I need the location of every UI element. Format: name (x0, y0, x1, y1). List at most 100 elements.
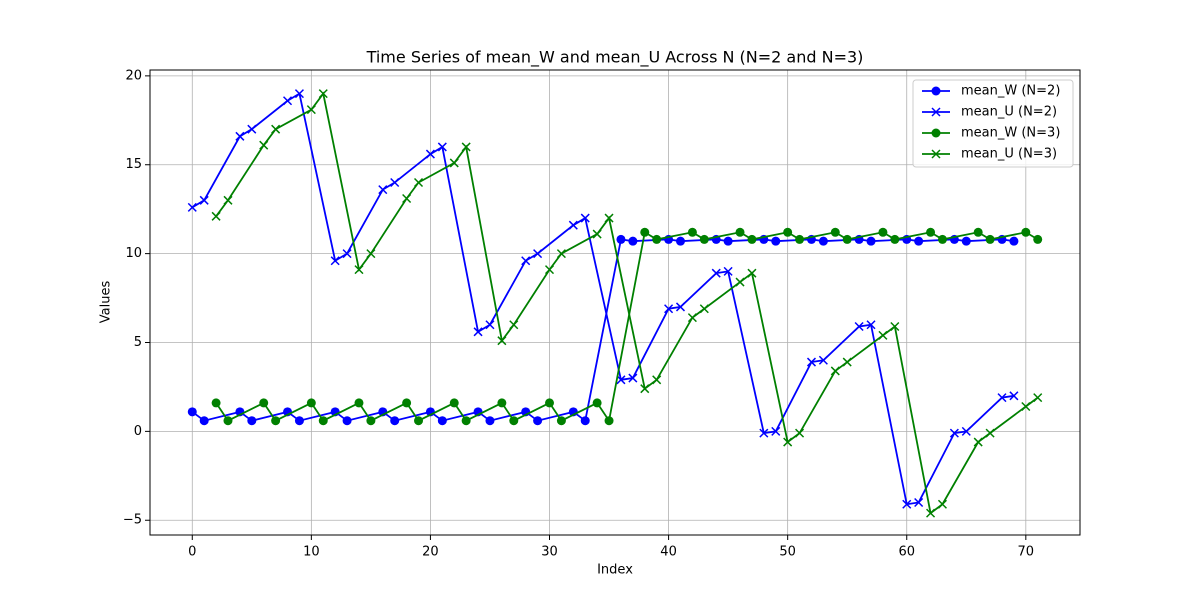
marker (294, 89, 304, 99)
marker (413, 177, 424, 188)
marker (1009, 236, 1019, 246)
x-tick-label: 60 (898, 545, 915, 560)
chart-title: Time Series of mean_W and mean_U Across … (366, 48, 864, 68)
marker (640, 384, 650, 394)
marker (747, 234, 757, 244)
y-tick-label: 20 (125, 68, 142, 83)
marker (509, 320, 519, 330)
marker (890, 234, 900, 244)
marker (592, 229, 602, 239)
marker (1021, 401, 1031, 412)
marker (437, 142, 447, 152)
y-tick-label: 15 (125, 157, 142, 172)
marker (878, 330, 888, 340)
marker (795, 428, 805, 438)
legend-label: mean_W (N=3) (961, 126, 1060, 141)
marker (604, 416, 614, 426)
marker (973, 227, 983, 237)
marker (723, 236, 733, 246)
marker (342, 249, 352, 259)
marker (664, 304, 674, 314)
marker (199, 416, 209, 426)
marker (890, 321, 900, 332)
marker (521, 256, 531, 266)
marker (187, 202, 197, 212)
marker (556, 416, 566, 426)
marker (247, 124, 257, 134)
marker (795, 234, 805, 244)
marker (294, 416, 304, 426)
marker (616, 375, 626, 385)
marker (818, 236, 828, 246)
x-tick-label: 50 (779, 545, 796, 560)
marker (223, 195, 233, 205)
marker (223, 416, 233, 426)
marker (1033, 234, 1043, 244)
marker (449, 398, 459, 408)
marker (568, 220, 578, 230)
marker (675, 302, 686, 312)
series-line (191, 238, 1015, 423)
marker (354, 398, 364, 408)
legend-marker (931, 149, 941, 159)
marker (926, 227, 936, 237)
marker (783, 227, 793, 237)
marker (271, 124, 281, 134)
series-line (215, 230, 1039, 424)
marker (735, 277, 745, 287)
marker (592, 398, 602, 408)
marker (830, 366, 840, 376)
marker (914, 497, 924, 508)
marker (366, 416, 376, 426)
marker (1009, 391, 1019, 401)
marker (854, 321, 864, 332)
marker (354, 265, 364, 275)
x-tick-label: 10 (303, 545, 320, 560)
marker (318, 416, 328, 426)
marker (830, 227, 840, 237)
x-tick-label: 70 (1018, 545, 1035, 560)
marker (485, 320, 495, 330)
marker (199, 195, 209, 205)
marker (926, 508, 936, 518)
marker (604, 213, 614, 223)
marker (342, 416, 352, 426)
marker (187, 407, 197, 417)
marker (937, 234, 947, 244)
marker (497, 336, 507, 346)
marker (842, 234, 852, 244)
y-tick-label: 10 (125, 246, 142, 261)
marker (902, 499, 912, 509)
y-tick-label: 0 (134, 424, 142, 439)
marker (961, 236, 971, 246)
legend-marker (931, 107, 941, 117)
marker (652, 234, 662, 244)
marker (414, 416, 424, 426)
marker (318, 89, 328, 99)
x-tick-label: 40 (660, 545, 677, 560)
marker (235, 131, 245, 141)
marker (723, 266, 733, 276)
marker (628, 373, 638, 383)
marker (378, 185, 388, 195)
marker (580, 213, 590, 223)
legend-frame (912, 79, 1074, 168)
marker (461, 416, 471, 426)
marker (997, 393, 1007, 403)
x-tick-label: 20 (422, 545, 439, 560)
series (211, 89, 1043, 518)
marker (545, 398, 555, 408)
marker (1021, 227, 1031, 237)
marker (961, 426, 971, 436)
series (211, 227, 1043, 426)
marker (699, 304, 709, 314)
marker (711, 268, 721, 278)
legend-label: mean_U (N=2) (961, 105, 1057, 120)
marker (973, 437, 983, 447)
marker (402, 193, 412, 204)
legend: mean_W (N=2) mean_U (N=2) mean_W (N=3) mean… (912, 79, 1074, 168)
legend-marker (931, 128, 941, 138)
marker (675, 236, 685, 246)
marker (437, 416, 447, 426)
